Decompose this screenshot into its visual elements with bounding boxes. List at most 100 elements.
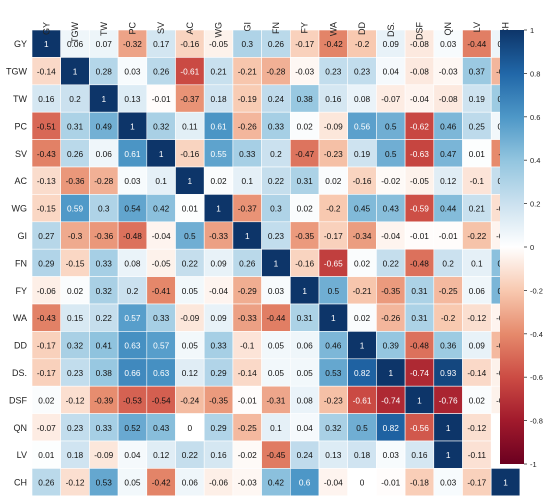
cell-value-label: -0.19 [238, 94, 257, 104]
heatmap-cell [203, 385, 234, 414]
heatmap-cell [31, 440, 62, 469]
cell-value-label: 0.08 [297, 395, 314, 405]
heatmap-cell [261, 276, 291, 305]
heatmap-cell [404, 248, 435, 277]
colorbar-tick-label: -0.8 [530, 417, 543, 426]
cell-value-label: -0.17 [324, 231, 343, 241]
cell-value-label: 0.5 [385, 121, 397, 131]
cell-value-label: 0.38 [297, 94, 314, 104]
heatmap-cell [433, 248, 463, 277]
cell-value-label: -0.28 [266, 67, 285, 77]
cell-value-label: -0.45 [266, 450, 285, 460]
cell-value-label: -0.61 [353, 395, 372, 405]
cell-value-label: 0.29 [38, 258, 55, 268]
cell-value-label: 0.5 [385, 149, 397, 159]
heatmap-cell [89, 468, 119, 497]
cell-value-label: 0.44 [440, 204, 457, 214]
heatmap-cell [232, 29, 262, 58]
cell-value-label: 0.09 [383, 39, 400, 49]
cell-value-label: 0.26 [67, 149, 84, 159]
column-label: WA [328, 22, 338, 36]
heatmap-cell [146, 385, 176, 414]
cell-value-label: -0.28 [94, 176, 113, 186]
row-label: LV [17, 450, 27, 460]
heatmap-cell [318, 139, 349, 168]
heatmap-cell [203, 276, 234, 305]
cell-value-label: -0.31 [266, 395, 285, 405]
heatmap-cell [232, 221, 262, 250]
heatmap-cell [232, 331, 262, 360]
heatmap-cell [146, 166, 176, 195]
heatmap-cell [462, 111, 492, 140]
cell-value-label: 0.31 [411, 313, 428, 323]
cell-value-label: 0.56 [354, 121, 371, 131]
cell-value-label: 0.06 [96, 149, 113, 159]
heatmap-cell [318, 331, 349, 360]
heatmap-cell [203, 331, 234, 360]
cell-value-label: 0.29 [210, 368, 227, 378]
cell-value-label: 0.01 [38, 450, 55, 460]
cell-value-label: -0.47 [295, 149, 314, 159]
cell-value-label: 0.09 [469, 341, 486, 351]
cell-value-label: 0.46 [440, 121, 457, 131]
cell-value-label: 0.08 [354, 94, 371, 104]
heatmap-cell [175, 221, 205, 250]
cell-value-label: 0.04 [383, 67, 400, 77]
heatmap-cell [433, 194, 463, 223]
cell-value-label: 0.1 [241, 176, 253, 186]
cell-value-label: 0.02 [469, 395, 486, 405]
heatmap-cell [146, 194, 176, 223]
cell-value-label: 0.03 [124, 176, 141, 186]
cell-value-label: -0.08 [410, 39, 429, 49]
cell-value-label: 0.6 [299, 478, 311, 488]
cell-value-label: -0.04 [152, 231, 171, 241]
column-label: SV [156, 22, 166, 34]
heatmap-cell [462, 358, 492, 387]
heatmap-cell [203, 84, 234, 113]
heatmap-cell [261, 57, 291, 86]
heatmap-cell [261, 385, 291, 414]
cell-value-label: -0.48 [123, 231, 142, 241]
heatmap-cell [60, 303, 90, 332]
heatmap-cell [376, 303, 406, 332]
cell-value-label: 0.33 [210, 341, 227, 351]
heatmap-cell [60, 413, 90, 442]
heatmap-cell [462, 303, 492, 332]
heatmap-cell [89, 248, 119, 277]
cell-value-label: 0.33 [268, 121, 285, 131]
heatmap-cell [404, 221, 435, 250]
cell-value-label: -0.05 [152, 258, 171, 268]
cell-value-label: 1 [503, 478, 508, 488]
column-label: CH [501, 22, 511, 35]
cell-value-label: 0.31 [67, 121, 84, 131]
heatmap-cell [89, 331, 119, 360]
cell-value-label: 0.18 [67, 450, 84, 460]
heatmap-cell [203, 111, 234, 140]
heatmap-cell [60, 385, 90, 414]
heatmap-cell [289, 84, 320, 113]
cell-value-label: 0.05 [182, 341, 199, 351]
cell-value-label: 0.5 [356, 423, 368, 433]
cell-value-label: 0.05 [182, 286, 199, 296]
heatmap-cell [232, 276, 262, 305]
cell-value-label: -0.32 [123, 39, 142, 49]
cell-value-label: -0.21 [353, 286, 372, 296]
heatmap-cell [376, 166, 406, 195]
heatmap-cell [117, 358, 148, 387]
cell-value-label: -0.02 [238, 450, 257, 460]
cell-value-label: -0.17 [37, 341, 56, 351]
cell-value-label: -0.61 [180, 67, 199, 77]
heatmap-cell [433, 358, 463, 387]
cell-value-label: -0.04 [324, 478, 343, 488]
cell-value-label: -0.2 [355, 39, 370, 49]
cell-value-label: -0.16 [295, 258, 314, 268]
cell-value-label: 0.02 [38, 395, 55, 405]
heatmap-cell [347, 111, 377, 140]
cell-value-label: 0.43 [153, 423, 170, 433]
cell-value-label: -0.1 [240, 341, 255, 351]
cell-value-label: 0.21 [469, 204, 486, 214]
cell-value-label: -0.21 [238, 67, 257, 77]
cell-value-label: -0.09 [94, 450, 113, 460]
cell-value-label: 0.31 [297, 313, 314, 323]
cell-value-label: 0.02 [297, 204, 314, 214]
